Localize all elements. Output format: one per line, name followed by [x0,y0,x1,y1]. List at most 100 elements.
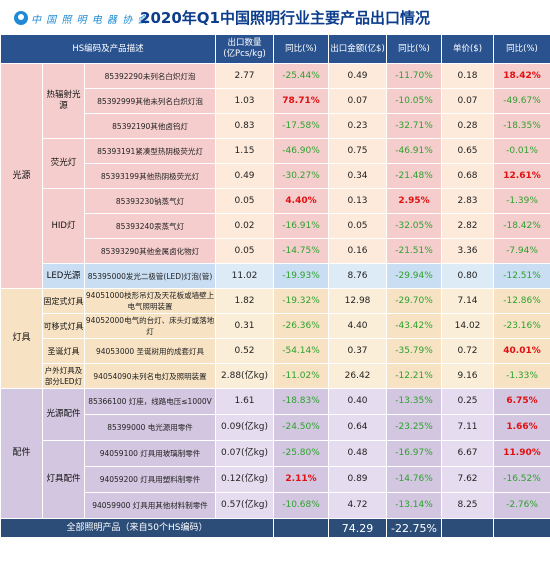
export-quantity: 11.02 [215,263,275,289]
quantity-yoy: -26.36% [273,313,330,339]
subcategory-incandescent: 热辐射光源 [42,63,85,139]
unit-price: 0.80 [441,263,495,289]
export-amount: 0.34 [328,163,388,189]
product-description: 85393230钠蒸气灯 [83,188,217,214]
export-quantity: 0.52 [215,338,275,364]
category-light-source: 光源 [0,63,43,289]
export-quantity: 0.07(亿kg) [215,440,275,467]
export-quantity: 0.31 [215,313,275,339]
unit-price: 7.14 [441,288,495,314]
export-quantity: 0.12(亿kg) [215,466,275,493]
unit-price: 8.25 [441,492,495,519]
unit-price-yoy: -1.39% [493,188,550,214]
subcategory-portable: 可移式灯具 [42,313,85,339]
amount-yoy: -10.05% [386,88,443,114]
export-amount: 26.42 [328,363,388,389]
table-row: 户外灯具及部分LED灯 94054090未列名电灯及照明装置 2.88(亿kg) -… [1,363,550,389]
total-unit-price [441,518,495,538]
unit-price-yoy: 12.61% [493,163,550,189]
unit-price: 6.67 [441,440,495,467]
quantity-yoy: 2.11% [273,466,330,493]
export-quantity: 0.02 [215,213,275,239]
unit-price-yoy: -2.76% [493,492,550,519]
amount-yoy: -12.21% [386,363,443,389]
amount-yoy: -21.48% [386,163,443,189]
unit-price: 3.36 [441,238,495,264]
product-description: 85395000发光二极管(LED)灯泡(管) [83,263,217,289]
quantity-yoy: -14.75% [273,238,330,264]
amount-yoy: -29.70% [386,288,443,314]
unit-price-yoy: 11.90% [493,440,550,467]
quantity-yoy: 78.71% [273,88,330,114]
product-description: 94059900 灯具用其他材料制零件 [83,492,217,519]
amount-yoy: -43.42% [386,313,443,339]
export-quantity: 2.88(亿kg) [215,363,275,389]
export-quantity: 0.57(亿kg) [215,492,275,519]
export-amount: 0.75 [328,138,388,164]
export-quantity: 0.49 [215,163,275,189]
export-quantity: 2.77 [215,63,275,89]
table-row: 圣诞灯具 94053000 圣诞树用的成套灯具 0.52 -54.14% 0.37 -3… [1,338,550,364]
product-description: 85399000 电光源用零件 [83,414,217,441]
table-row: 85393240汞蒸气灯 0.02 -16.91% 0.05 -32.05% 2.82 -1… [1,213,550,239]
unit-price-yoy: 1.66% [493,414,550,441]
table-row: 荧光灯 85393191紧凑型热阴极荧光灯 1.15 -46.90% 0.75 -46.… [1,138,550,189]
amount-yoy: -32.05% [386,213,443,239]
subcategory-christmas: 圣诞灯具 [42,338,85,364]
header-quantity-yoy: 同比(%) [273,34,330,64]
product-description: 94052000电气的台灯、床头灯或落地灯 [83,313,217,339]
subcategory-outdoor: 户外灯具及部分LED灯 [42,363,85,389]
header-amount-yoy: 同比(%) [386,34,443,64]
quantity-yoy: -24.50% [273,414,330,441]
header-row: HS编码及产品描述 出口数量 (亿Pcs/kg) 同比(%) 出口金额(亿$) … [0,34,550,64]
export-amount: 0.64 [328,414,388,441]
header-unit-price: 单价($) [441,34,495,64]
table-row: 85393290其他金属卤化物灯 0.05 -14.75% 0.16 -21.51% 3.… [1,238,550,264]
export-amount: 0.13 [328,188,388,214]
category-luminaires: 灯具 [0,288,43,389]
product-description: 85392190其他卤钨灯 [83,113,217,139]
table-row: 配件 光源配件 85366100 灯座，线路电压≤1000V 1.61 -18.83… [0,388,550,519]
unit-price: 7.11 [441,414,495,441]
product-description: 85392999其他未列名白炽灯泡 [83,88,217,114]
table-row: 85399000 电光源用零件 0.09(亿kg) -24.50% 0.64 -23.2… [1,414,550,441]
export-amount: 0.37 [328,338,388,364]
product-description: 85392290未列名白炽灯泡 [83,63,217,89]
amount-yoy: -46.91% [386,138,443,164]
unit-price: 0.18 [441,63,495,89]
unit-price: 2.83 [441,188,495,214]
table-row: 灯具配件 94059100 灯具用玻璃制零件 0.07(亿kg) -25.80% 0.… [1,440,550,519]
amount-yoy: -13.14% [386,492,443,519]
amount-yoy: 2.95% [386,188,443,214]
export-amount: 8.76 [328,263,388,289]
export-quantity: 0.05 [215,238,275,264]
unit-price: 0.28 [441,113,495,139]
export-amount: 4.72 [328,492,388,519]
export-amount: 0.48 [328,440,388,467]
logo-text: 中 国 照 明 电 器 协 会 [31,14,149,26]
quantity-yoy: -11.02% [273,363,330,389]
product-description: 85366100 灯座，线路电压≤1000V [83,388,217,415]
unit-price-yoy: -12.51% [493,263,550,289]
quantity-yoy: -18.83% [273,388,330,415]
product-description: 85393199其他热阴极荧光灯 [83,163,217,189]
export-quantity: 1.82 [215,288,275,314]
unit-price-yoy: 18.42% [493,63,550,89]
subcategory-fluorescent: 荧光灯 [42,138,85,189]
amount-yoy: -11.70% [386,63,443,89]
export-amount: 0.40 [328,388,388,415]
unit-price: 0.68 [441,163,495,189]
product-description: 85393191紧凑型热阴极荧光灯 [83,138,217,164]
unit-price: 0.72 [441,338,495,364]
quantity-yoy: -17.58% [273,113,330,139]
product-description: 94059100 灯具用玻璃制零件 [83,440,217,467]
export-amount: 0.05 [328,213,388,239]
table-row: 灯具 固定式灯具 94051000枝形吊灯及天花板或墙壁上电气照明装置 1.82-… [0,288,550,389]
unit-price-yoy: -23.16% [493,313,550,339]
export-amount: 0.16 [328,238,388,264]
subcategory-hid: HID灯 [42,188,85,264]
amount-yoy: -23.25% [386,414,443,441]
total-amount: 74.29 [328,518,388,538]
logo-icon [14,11,28,25]
quantity-yoy: -30.27% [273,163,330,189]
